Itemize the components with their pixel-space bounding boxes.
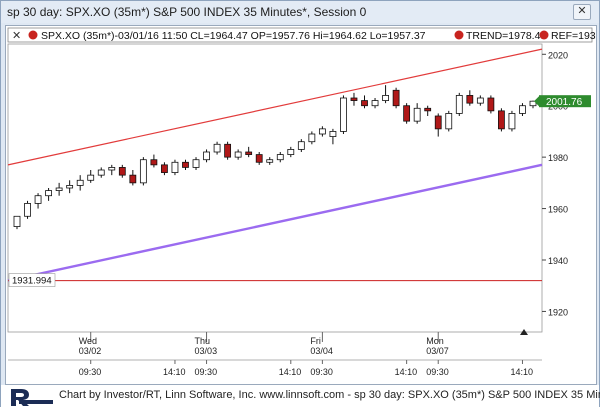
investor-rt-logo xyxy=(11,389,53,406)
candle-down xyxy=(403,105,411,122)
candle-down xyxy=(161,164,168,173)
day-name-label: Wed xyxy=(79,336,97,346)
upper-channel-line xyxy=(7,48,543,166)
candle-down xyxy=(392,89,400,107)
last-price-badge xyxy=(539,95,591,108)
time-tick-label: 09:30 xyxy=(195,367,218,377)
candlestick-chart[interactable]: ✕ SPX.XO (35m*)-03/01/16 11:50 CL=1964.4… xyxy=(6,26,596,384)
time-tick-label: 14:10 xyxy=(163,367,186,377)
window-close-button[interactable]: ✕ xyxy=(573,4,591,20)
y-tick-label: 2020 xyxy=(548,50,568,60)
candle-up xyxy=(87,174,95,181)
y-tick-label: 1920 xyxy=(548,307,568,317)
candle-up xyxy=(97,169,105,176)
day-date-label: 03/04 xyxy=(310,346,333,356)
candle-down xyxy=(129,174,137,184)
candle-up xyxy=(476,97,484,104)
candle-down xyxy=(150,159,158,166)
candle-up xyxy=(76,179,84,186)
candle-down xyxy=(424,107,432,112)
y-tick-label: 1980 xyxy=(548,153,568,163)
candle-up xyxy=(413,107,421,122)
candle-down xyxy=(361,100,368,107)
candle-up xyxy=(203,151,210,161)
last-price-label: 2001.76 xyxy=(546,97,583,108)
candle-up xyxy=(508,113,516,130)
time-tick-label: 14:10 xyxy=(395,367,418,377)
candle-up xyxy=(287,149,295,155)
footer-credit: Chart by Investor/RT, Linn Software, Inc… xyxy=(59,389,600,401)
candle-down xyxy=(466,95,474,104)
candle-down xyxy=(255,154,263,163)
day-date-label: 03/02 xyxy=(79,346,102,356)
candle-up xyxy=(45,190,52,197)
day-date-label: 03/07 xyxy=(426,346,449,356)
window-title: sp 30 day: SPX.XO (35m*) S&P 500 INDEX 3… xyxy=(7,5,367,19)
chart-frame: ✕ SPX.XO (35m*)-03/01/16 11:50 CL=1964.4… xyxy=(5,25,597,385)
candle-up xyxy=(297,141,305,150)
candle-up xyxy=(24,203,31,217)
candle-up xyxy=(171,161,179,173)
footer: Chart by Investor/RT, Linn Software, Inc… xyxy=(1,385,600,407)
time-tick-label: 09:30 xyxy=(310,367,333,377)
header-bar: ✕ SPX.XO (35m*)-03/01/16 11:50 CL=1964.4… xyxy=(7,27,596,43)
day-name-label: Fri xyxy=(310,336,321,346)
candle-up xyxy=(529,100,537,107)
candle-down xyxy=(224,143,232,158)
candle-down xyxy=(434,115,442,130)
trend-dot-icon xyxy=(454,30,464,40)
ref-label-box xyxy=(8,273,56,287)
trend-label: TREND=1978.45 xyxy=(466,30,546,42)
candle-up xyxy=(371,100,379,107)
candle-up xyxy=(308,133,316,143)
candle-up xyxy=(108,167,116,171)
y-tick-label: 1960 xyxy=(548,205,568,215)
candle-up xyxy=(340,97,347,132)
candle-up xyxy=(66,185,74,189)
candle-up xyxy=(276,154,284,161)
candle-up xyxy=(34,195,42,204)
last-price-pointer xyxy=(534,96,539,107)
candle-up xyxy=(519,105,526,114)
info-dot-icon xyxy=(28,30,38,40)
candle-up xyxy=(382,95,389,101)
y-tick-label: 1940 xyxy=(548,256,568,266)
plot-area: 1920194019601980200020201931.9942001.76W… xyxy=(7,43,591,377)
candle-down xyxy=(118,167,126,176)
candle-up xyxy=(455,95,463,114)
candle-down xyxy=(245,151,253,155)
candle-up xyxy=(445,113,453,130)
time-tick-label: 14:10 xyxy=(279,367,302,377)
ref-label: REF=193 xyxy=(551,30,596,42)
candle-up xyxy=(55,187,63,191)
day-name-label: Mon xyxy=(426,336,444,346)
candle-up xyxy=(213,143,221,153)
ref-value-label: 1931.994 xyxy=(12,276,52,287)
candle-up xyxy=(234,151,242,158)
header-close-glyph[interactable]: ✕ xyxy=(12,30,21,42)
lower-channel-line xyxy=(7,163,543,282)
candle-up xyxy=(318,128,326,135)
ref-dot-icon xyxy=(539,30,549,40)
time-tick-label: 09:30 xyxy=(79,367,102,377)
candle-up xyxy=(329,131,337,137)
candle-down xyxy=(182,161,189,168)
candle-down xyxy=(498,110,505,130)
candle-up xyxy=(13,215,21,227)
candle-down xyxy=(350,97,358,101)
scroll-marker-icon[interactable] xyxy=(520,329,528,335)
header-info: SPX.XO (35m*)-03/01/16 11:50 CL=1964.47 … xyxy=(41,30,426,42)
plot-border xyxy=(7,43,543,333)
day-date-label: 03/03 xyxy=(195,346,218,356)
title-bar: sp 30 day: SPX.XO (35m*) S&P 500 INDEX 3… xyxy=(1,1,599,23)
candle-down xyxy=(487,97,495,112)
time-tick-label: 14:10 xyxy=(510,367,533,377)
candle-up xyxy=(266,159,274,163)
time-tick-label: 09:30 xyxy=(426,367,449,377)
day-name-label: Thu xyxy=(195,336,211,346)
candle-up xyxy=(192,159,200,168)
candle-up xyxy=(139,159,147,184)
